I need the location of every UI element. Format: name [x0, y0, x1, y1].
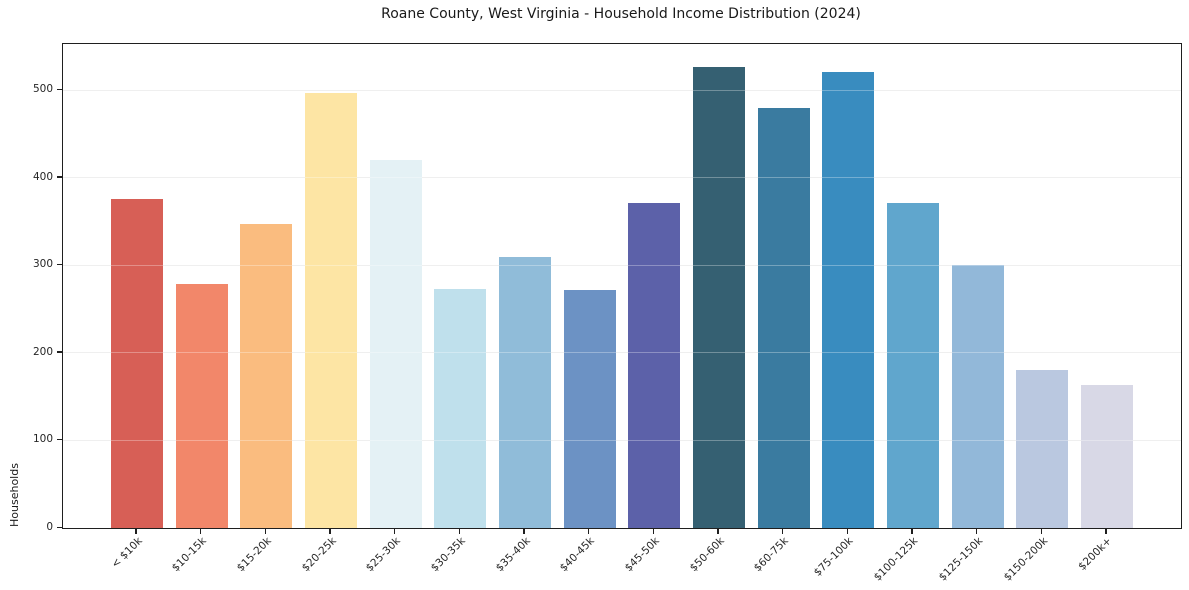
bar-$25-30k: [369, 159, 422, 528]
x-tick-label-12: $100-125k: [871, 535, 921, 584]
bar-$10-15k: [175, 283, 228, 528]
x-tick-mark-11: [846, 528, 848, 534]
x-tick-label-11: $75-100k: [812, 535, 856, 579]
y-tick-mark-400: [57, 176, 62, 178]
y-tick-mark-100: [57, 438, 62, 441]
x-tick-label-8: $45-50k: [622, 535, 662, 575]
x-tick-mark-14: [1040, 528, 1042, 534]
x-tick-label-6: $35-40k: [493, 535, 533, 575]
bar-$20-25k: [305, 93, 357, 528]
bar-$40-45k: [563, 289, 616, 528]
y-tick-label-0: 0: [46, 521, 53, 533]
x-tick-mark-3: [329, 528, 331, 534]
y-tick-label-200: 200: [32, 345, 53, 358]
x-tick-label-10: $60-75k: [752, 535, 792, 575]
gridline-200: [63, 352, 1181, 354]
gridline-overlay-100: [63, 439, 1181, 441]
x-tick-mark-13: [976, 528, 978, 534]
gridline-500: [63, 89, 1181, 91]
x-tick-label-2: $15-20k: [234, 535, 274, 575]
y-axis-label: Households: [8, 463, 21, 527]
gridline-overlay-300: [63, 264, 1181, 266]
x-tick-mark-9: [717, 528, 719, 534]
bar-$15-20k: [240, 224, 293, 528]
gridline-400: [63, 177, 1181, 179]
gridline-overlay-200: [63, 352, 1181, 354]
x-tick-label-13: $125-150k: [936, 535, 986, 584]
y-tick-mark-200: [57, 351, 62, 353]
x-tick-mark-0: [135, 528, 137, 534]
x-tick-label-7: $40-45k: [558, 535, 598, 575]
y-tick-label-500: 500: [32, 83, 53, 96]
chart-title: Roane County, West Virginia - Household …: [381, 6, 861, 22]
y-tick-label-400: 400: [32, 170, 53, 183]
y-tick-label-300: 300: [32, 258, 53, 271]
bar-$75-100k: [822, 72, 875, 528]
bar-$100-125k: [887, 203, 939, 528]
x-tick-mark-7: [588, 528, 590, 534]
x-tick-label-4: $25-30k: [364, 535, 404, 575]
y-tick-label-100: 100: [32, 433, 53, 446]
y-tick-mark-0: [57, 526, 62, 528]
x-tick-label-3: $20-25k: [299, 535, 339, 575]
x-tick-label-9: $50-60k: [687, 535, 727, 575]
x-tick-mark-4: [394, 528, 396, 534]
x-tick-mark-2: [264, 528, 266, 534]
x-tick-label-14: $150-200k: [1001, 535, 1050, 584]
x-tick-label-5: $30-35k: [428, 535, 468, 575]
x-tick-mark-6: [523, 528, 525, 534]
x-tick-label-0: < $10k: [108, 535, 145, 571]
x-tick-mark-10: [782, 528, 784, 534]
x-tick-mark-5: [458, 528, 460, 534]
x-tick-label-1: $10-15k: [170, 535, 210, 575]
bar-$60-75k: [757, 107, 810, 528]
gridline-overlay-400: [63, 177, 1181, 179]
x-tick-mark-8: [652, 528, 654, 534]
bar-$35-40k: [499, 256, 551, 528]
x-tick-label-15: $200k+: [1076, 535, 1115, 573]
plot-area: [62, 43, 1182, 529]
bar-< $10k: [111, 198, 163, 528]
gridline-overlay-500: [63, 89, 1181, 91]
bar-$125-150k: [951, 265, 1004, 528]
gridline-300: [63, 264, 1181, 266]
y-tick-mark-300: [57, 263, 62, 266]
bar-$30-35k: [434, 289, 487, 528]
x-tick-mark-15: [1105, 528, 1107, 534]
x-tick-mark-1: [200, 528, 202, 534]
bar-$150-200k: [1016, 369, 1069, 528]
bar-$45-50k: [628, 203, 681, 528]
bar-$50-60k: [693, 66, 745, 528]
x-tick-mark-12: [911, 528, 913, 534]
y-tick-mark-500: [57, 88, 62, 91]
gridline-100: [63, 439, 1181, 441]
bar-$200k+: [1081, 385, 1133, 528]
